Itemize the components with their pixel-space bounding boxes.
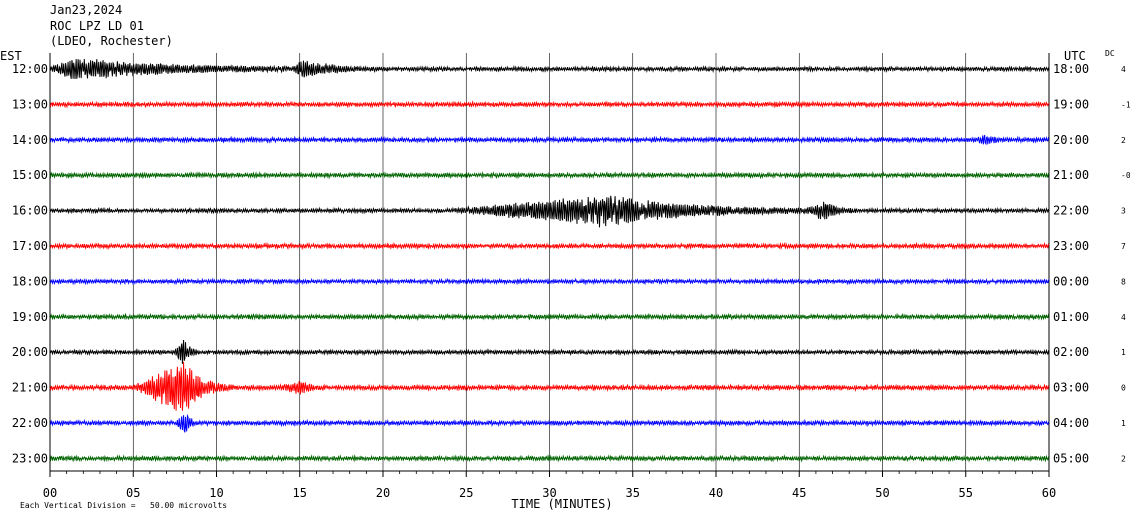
dc-offset-label: 3 — [1121, 207, 1126, 216]
trace-line — [49, 171, 1050, 180]
est-axis-title: EST — [0, 49, 22, 63]
trace-line — [49, 339, 1050, 364]
trace-line — [49, 195, 1050, 228]
x-tick-label: 40 — [709, 486, 723, 500]
trace-line — [49, 100, 1050, 109]
dc-offset-label: 0 — [1121, 384, 1126, 393]
x-tick-label: 30 — [542, 486, 556, 500]
est-hour-label: 17:00 — [12, 239, 48, 253]
est-hour-label: 14:00 — [12, 133, 48, 147]
est-hour-label: 12:00 — [12, 62, 48, 76]
est-hour-label: 22:00 — [12, 416, 48, 430]
x-tick-label: 15 — [293, 486, 307, 500]
est-hour-label: 23:00 — [12, 451, 48, 465]
station-code: ROC LPZ LD 01 — [50, 19, 144, 33]
dc-offset-label: -1 — [1121, 100, 1130, 109]
trace-line — [49, 277, 1050, 286]
utc-hour-label: 00:00 — [1053, 274, 1089, 288]
x-tick-label: 55 — [959, 486, 973, 500]
dc-offset-label: 1 — [1121, 348, 1126, 357]
trace-line — [49, 454, 1050, 463]
trace-line — [49, 361, 1050, 411]
trace-line — [49, 58, 1050, 80]
dc-offset-label: 8 — [1121, 277, 1126, 286]
x-axis-label: TIME (MINUTES) — [511, 497, 612, 511]
est-hour-label: 13:00 — [12, 97, 48, 111]
x-tick-label: 35 — [626, 486, 640, 500]
dc-offset-label: 2 — [1121, 454, 1126, 463]
trace-line — [49, 134, 1050, 146]
est-hour-label: 19:00 — [12, 310, 48, 324]
utc-hour-label: 02:00 — [1053, 345, 1089, 359]
scale-note: Each Vertical Division = 50.00 microvolt… — [20, 501, 228, 510]
trace-line — [49, 241, 1050, 251]
dc-offset-label: 4 — [1121, 65, 1126, 74]
record-date: Jan23,2024 — [50, 3, 123, 17]
utc-hour-label: 23:00 — [1053, 239, 1089, 253]
x-tick-label: 00 — [43, 486, 57, 500]
dc-offset-label: -0 — [1121, 171, 1130, 180]
x-tick-label: 45 — [792, 486, 806, 500]
est-hour-label: 16:00 — [12, 204, 48, 218]
x-tick-label: 10 — [209, 486, 223, 500]
dc-offset-label: 7 — [1121, 242, 1126, 251]
est-hour-label: 18:00 — [12, 274, 48, 288]
utc-hour-label: 19:00 — [1053, 97, 1089, 111]
dc-offset-label: 2 — [1121, 136, 1126, 145]
utc-hour-label: 05:00 — [1053, 451, 1089, 465]
utc-axis-title: UTC — [1064, 49, 1086, 63]
dc-offset-label: 4 — [1121, 313, 1126, 322]
x-tick-label: 20 — [376, 486, 390, 500]
x-tick-label: 50 — [875, 486, 889, 500]
x-tick-label: 05 — [126, 486, 140, 500]
trace-line — [49, 312, 1050, 322]
utc-hour-label: 03:00 — [1053, 381, 1089, 395]
est-hour-label: 15:00 — [12, 168, 48, 182]
dc-offset-label: 1 — [1121, 419, 1126, 428]
x-tick-label: 25 — [459, 486, 473, 500]
trace-line — [49, 413, 1050, 433]
utc-hour-label: 20:00 — [1053, 133, 1089, 147]
dc-column-title: DC — [1105, 49, 1115, 58]
est-hour-label: 20:00 — [12, 345, 48, 359]
utc-hour-label: 04:00 — [1053, 416, 1089, 430]
utc-hour-label: 22:00 — [1053, 204, 1089, 218]
x-tick-label: 60 — [1042, 486, 1056, 500]
est-hour-label: 21:00 — [12, 381, 48, 395]
utc-hour-label: 01:00 — [1053, 310, 1089, 324]
utc-hour-label: 18:00 — [1053, 62, 1089, 76]
network-name: (LDEO, Rochester) — [50, 34, 173, 48]
utc-hour-label: 21:00 — [1053, 168, 1089, 182]
